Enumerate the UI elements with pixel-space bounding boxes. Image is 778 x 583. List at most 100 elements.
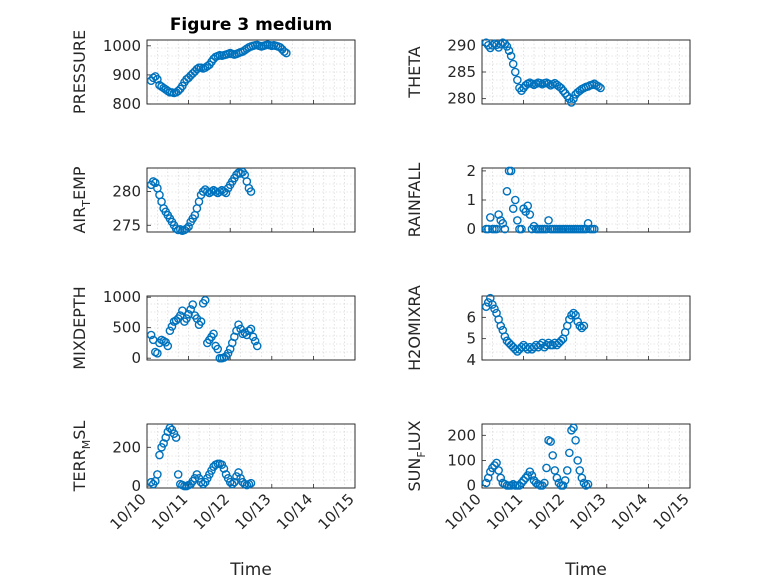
x-tick-label: 10/15 — [650, 490, 693, 533]
data-point — [504, 46, 514, 55]
x-tick-label: 10/10 — [107, 490, 150, 533]
data-point — [538, 481, 547, 490]
x-tick-label: 10/11 — [148, 490, 191, 533]
data-point — [211, 187, 220, 196]
data-point — [178, 306, 187, 315]
subplot-3: 275 280 AIRTEMP — [70, 166, 356, 235]
data-point — [155, 450, 164, 460]
data-point — [594, 82, 603, 91]
data-point — [567, 310, 576, 320]
data-point — [519, 476, 528, 485]
data-point — [506, 51, 516, 61]
y-tick-label: 1000 — [103, 288, 141, 306]
data-point — [548, 451, 558, 460]
data-point — [173, 86, 183, 96]
data-point — [542, 463, 551, 473]
y-axis-label-sub: M — [80, 440, 93, 450]
data-point — [513, 216, 522, 225]
data-point — [556, 336, 566, 346]
y-axis-label: AIRTEMP — [70, 166, 93, 233]
data-point — [246, 187, 256, 196]
data-point — [569, 94, 578, 103]
y-tick-label: 0 — [131, 477, 141, 495]
data-point — [252, 341, 262, 351]
y-tick-label: 5 — [466, 330, 476, 348]
data-point — [481, 478, 491, 488]
y-axis-label: THETA — [405, 46, 424, 98]
data-point — [196, 317, 206, 326]
data-point — [550, 466, 560, 475]
data-point — [483, 224, 493, 234]
data-point — [496, 473, 506, 483]
data-point — [282, 48, 291, 58]
y-axis-label: MIXDEPTH — [70, 286, 89, 369]
x-tick-label: 10/11 — [483, 490, 526, 533]
y-axis-label: SUNFLUX — [405, 420, 428, 491]
data-point — [161, 433, 171, 442]
data-point — [279, 47, 289, 56]
data-point — [544, 338, 553, 348]
data-point — [575, 321, 585, 331]
y-axis-label: H2OMIXRA — [405, 285, 424, 371]
data-point — [577, 473, 587, 483]
y-tick-label: 200 — [112, 438, 141, 456]
data-point — [508, 59, 518, 69]
data-point — [230, 477, 239, 487]
y-axis-label-main: SUN — [405, 458, 424, 492]
data-point — [569, 308, 578, 318]
data-point — [192, 64, 202, 74]
data-point — [596, 83, 605, 93]
y-axis-label-sub: T — [80, 200, 93, 208]
data-point — [146, 330, 156, 340]
data-point — [148, 73, 158, 83]
y-tick-label: 0 — [466, 220, 476, 238]
data-point — [573, 456, 582, 465]
axes-border — [146, 167, 356, 233]
x-tick-label: 10/15 — [315, 490, 358, 533]
data-point — [558, 481, 568, 490]
data-point — [575, 466, 585, 475]
data-point — [244, 326, 254, 336]
data-point — [492, 458, 501, 468]
y-axis-label-tail: LUX — [405, 420, 424, 451]
data-point — [583, 218, 593, 228]
data-point — [165, 423, 175, 433]
data-point — [569, 423, 578, 433]
data-point — [182, 224, 191, 233]
data-point — [490, 461, 499, 470]
subplot-1: 800 900 1000 PRESSURE Figure 3 medium — [70, 15, 356, 114]
data-point — [246, 324, 256, 334]
data-point — [184, 222, 193, 231]
x-tick-label: 10/14 — [608, 490, 651, 533]
y-tick-label: 4 — [466, 351, 476, 369]
data-point — [562, 466, 572, 475]
data-point — [500, 224, 510, 234]
axes-border — [146, 39, 356, 105]
data-point — [483, 298, 493, 307]
data-point — [560, 476, 570, 485]
data-point — [502, 42, 512, 51]
data-point — [542, 340, 551, 350]
data-point — [552, 473, 562, 483]
data-point — [500, 332, 510, 341]
y-tick-label: 275 — [112, 216, 141, 234]
data-point — [540, 478, 549, 488]
data-point — [492, 224, 501, 234]
data-point — [508, 204, 518, 214]
data-point — [535, 340, 545, 350]
y-tick-label: 1 — [466, 191, 476, 209]
data-point — [579, 478, 589, 488]
y-axis-label: RAINFALL — [405, 163, 424, 238]
data-point — [490, 304, 499, 314]
data-point — [510, 195, 520, 205]
data-point — [171, 316, 181, 325]
y-tick-label: 0 — [131, 349, 141, 367]
data-point — [184, 309, 193, 319]
data-point — [219, 464, 229, 473]
y-axis-label-main: TERR — [70, 449, 89, 492]
data-point — [573, 317, 582, 326]
x-tick-label: 10/12 — [190, 490, 233, 533]
data-point — [250, 336, 260, 346]
data-point — [200, 295, 210, 305]
